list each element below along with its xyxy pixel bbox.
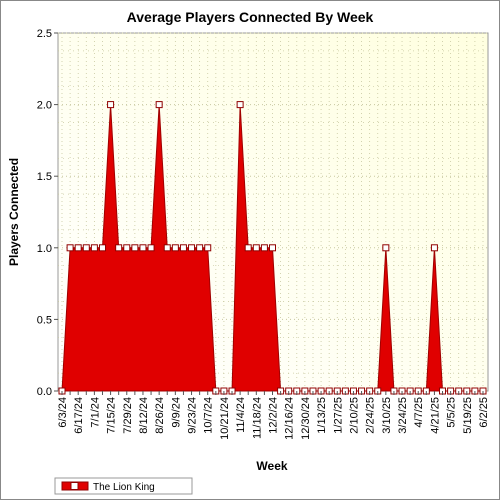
data-point-marker bbox=[82, 244, 90, 252]
data-point-marker bbox=[139, 244, 147, 252]
data-point-marker bbox=[236, 101, 244, 109]
x-tick-label: 7/15/24 bbox=[106, 397, 118, 434]
y-tick-label: 1.0 bbox=[37, 243, 52, 255]
y-tick-label: 0.0 bbox=[37, 386, 52, 398]
x-tick-label: 2/10/25 bbox=[348, 397, 360, 434]
data-point-marker bbox=[74, 244, 82, 252]
x-tick-label: 12/30/24 bbox=[300, 397, 312, 440]
x-tick-label: 2/24/25 bbox=[365, 397, 377, 434]
data-point-marker bbox=[260, 244, 268, 252]
data-point-marker bbox=[163, 244, 171, 252]
data-point-marker bbox=[66, 244, 74, 252]
data-point-marker bbox=[107, 101, 115, 109]
x-tick-label: 6/2/25 bbox=[478, 397, 490, 428]
data-point-marker bbox=[188, 244, 196, 252]
data-point-marker bbox=[90, 244, 98, 252]
x-tick-label: 12/2/24 bbox=[268, 397, 280, 434]
legend-label: The Lion King bbox=[93, 482, 155, 493]
data-point-marker bbox=[171, 244, 179, 252]
x-tick-label: 6/17/24 bbox=[73, 397, 85, 434]
x-tick-label: 8/12/24 bbox=[138, 397, 150, 434]
x-tick-label: 8/26/24 bbox=[154, 397, 166, 434]
y-tick-label: 2.5 bbox=[37, 28, 52, 40]
y-axis-label: Players Connected bbox=[7, 158, 21, 266]
y-tick-label: 1.5 bbox=[37, 171, 52, 183]
x-axis-label: Week bbox=[256, 459, 287, 473]
data-point-marker bbox=[131, 244, 139, 252]
data-point-marker bbox=[269, 244, 276, 252]
x-axis-ticks: 6/3/24 6/17/24 7/1/24 7/15/24 7/29/24 8/12/24… bbox=[57, 391, 490, 440]
y-tick-label: 0.5 bbox=[37, 314, 52, 326]
legend: The Lion King bbox=[54, 477, 193, 495]
legend-box bbox=[54, 477, 193, 495]
x-tick-label: 4/21/25 bbox=[429, 397, 441, 434]
x-tick-label: 1/27/25 bbox=[332, 397, 344, 434]
legend-marker bbox=[70, 482, 79, 490]
x-tick-label: 12/16/24 bbox=[284, 397, 296, 440]
data-point-marker bbox=[147, 244, 155, 252]
data-point-marker bbox=[179, 244, 187, 252]
data-point-marker bbox=[382, 244, 390, 252]
data-point-marker bbox=[115, 244, 123, 252]
y-axis-ticks: 0.0 0.5 1.0 1.5 2.0 2.5 bbox=[37, 28, 58, 398]
x-tick-label: 10/21/24 bbox=[219, 397, 231, 440]
x-tick-label: 7/1/24 bbox=[89, 397, 101, 428]
x-tick-label: 9/9/24 bbox=[170, 397, 182, 428]
x-tick-label: 7/29/24 bbox=[122, 397, 134, 434]
x-tick-label: 9/23/24 bbox=[187, 397, 199, 434]
x-tick-label: 11/18/24 bbox=[251, 397, 263, 439]
data-point-marker bbox=[98, 244, 106, 252]
x-tick-label: 4/7/25 bbox=[413, 397, 425, 428]
data-point-marker bbox=[196, 244, 204, 252]
data-point-marker bbox=[252, 244, 260, 252]
x-tick-label: 1/13/25 bbox=[316, 397, 328, 434]
x-tick-label: 3/10/25 bbox=[381, 397, 393, 434]
x-tick-label: 10/7/24 bbox=[203, 397, 215, 434]
x-tick-label: 5/5/25 bbox=[446, 397, 458, 428]
x-tick-label: 6/3/24 bbox=[57, 397, 69, 428]
x-tick-label: 5/19/25 bbox=[462, 397, 474, 434]
data-point-marker bbox=[430, 244, 438, 252]
data-point-marker bbox=[204, 244, 212, 252]
data-point-marker bbox=[244, 244, 252, 252]
chart-title: Average Players Connected By Week bbox=[127, 9, 374, 25]
x-tick-label: 11/4/24 bbox=[235, 397, 247, 433]
x-tick-label: 3/24/25 bbox=[397, 397, 409, 434]
data-point-marker bbox=[123, 244, 131, 252]
y-tick-label: 2.0 bbox=[37, 100, 52, 112]
data-point-marker bbox=[155, 101, 163, 109]
